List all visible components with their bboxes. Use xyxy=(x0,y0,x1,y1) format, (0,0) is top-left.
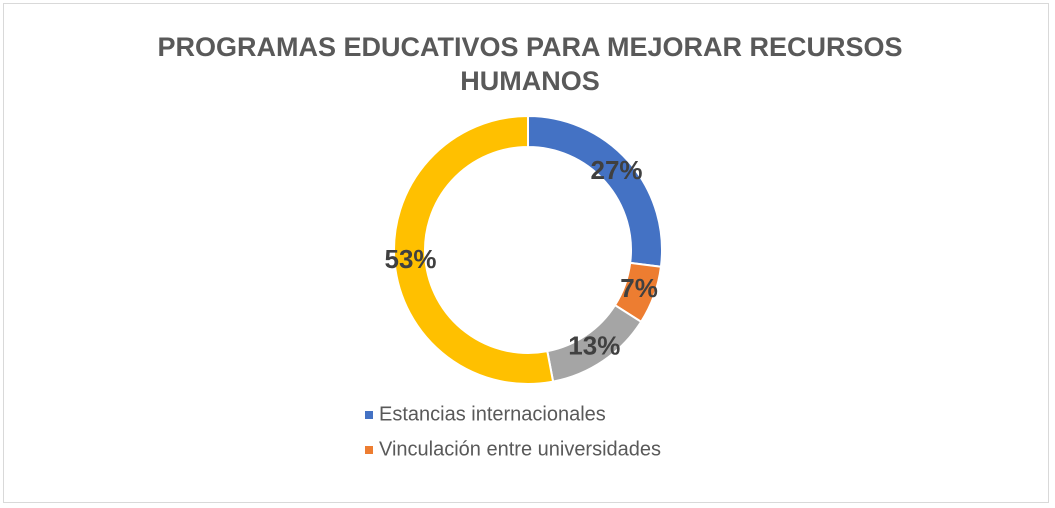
data-label: 53% xyxy=(385,244,437,274)
legend-label: Vinculación entre universidades xyxy=(379,438,661,460)
data-label: 13% xyxy=(568,330,620,360)
legend-marker xyxy=(365,446,373,454)
data-label: 7% xyxy=(620,273,658,303)
donut-segment xyxy=(527,114,663,268)
legend-marker xyxy=(365,411,373,419)
chart-title: PROGRAMAS EDUCATIVOS PARA MEJORAR RECURS… xyxy=(157,32,903,96)
legend-label: Estancias internacionales xyxy=(379,403,606,425)
data-label: 27% xyxy=(590,155,642,185)
donut-segment xyxy=(393,114,555,385)
chart-frame xyxy=(3,3,1049,503)
